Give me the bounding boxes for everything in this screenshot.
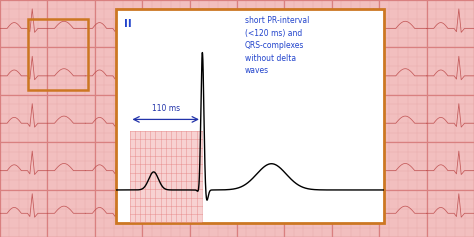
Text: short PR-interval
(<120 ms) and
QRS-complexes
without delta
waves: short PR-interval (<120 ms) and QRS-comp… [245,16,309,75]
Bar [116,9,384,223]
Text: II: II [124,19,132,29]
Bar [28,19,88,90]
Text: 110 ms: 110 ms [152,104,180,113]
Bar [129,131,202,223]
